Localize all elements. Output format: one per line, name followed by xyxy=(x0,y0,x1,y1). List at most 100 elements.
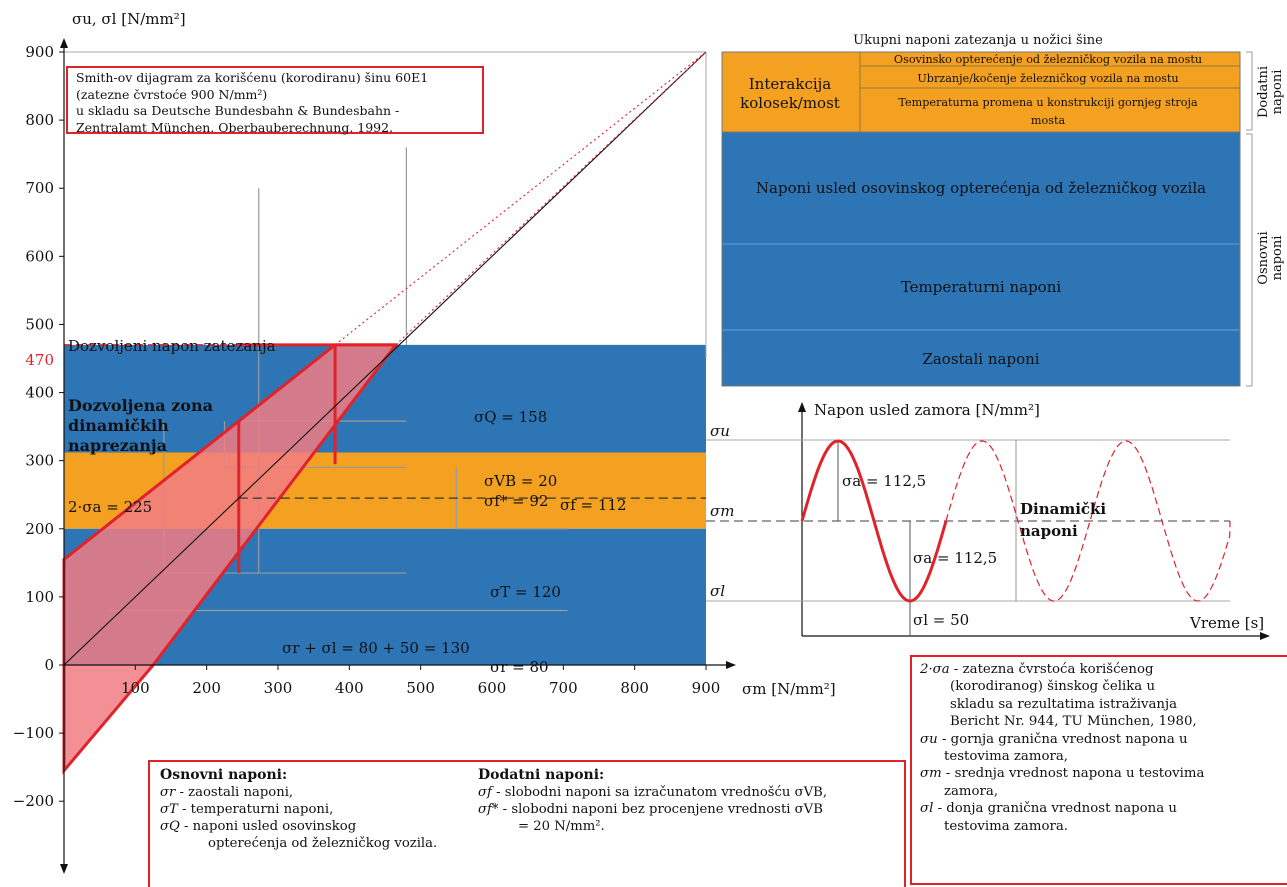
basic-item-4: opterećenja od železničkog vozila. xyxy=(208,836,438,851)
basic-heading: Osnovni naponi: xyxy=(160,767,288,783)
y-tick-label: 500 xyxy=(25,315,54,333)
wave-first-cycle xyxy=(800,439,948,603)
smith-note-line-3: u skladu sa Deutsche Bundesbahn & Bundes… xyxy=(76,103,400,118)
sigma-q-label: σQ = 158 xyxy=(474,408,547,426)
legend-text-5: - gornja granična vrednost napona u xyxy=(937,731,1188,747)
y-tick-470: 470 xyxy=(25,351,54,369)
dyn-label-1: Dinamički xyxy=(1020,500,1106,518)
y-axis-title: σu, σl [N/mm²] xyxy=(72,10,186,28)
y-tick-label: 300 xyxy=(25,452,54,470)
legend-line-8: zamora, xyxy=(944,783,999,799)
legend-line-1: 2·σa - zatezna čvrstoća korišćenog xyxy=(920,661,1282,678)
side-base-label-2: naponi xyxy=(1270,236,1285,281)
wave-dashed-continuation xyxy=(945,440,1231,602)
two-sigma-a-label: 2·σa = 225 xyxy=(68,498,152,516)
sigma-f-label: σf = 112 xyxy=(560,496,627,514)
stack-interaction-label-1: Interakcija xyxy=(749,75,832,93)
zone-label-3: naprezanja xyxy=(68,436,167,455)
legend-text-9: - donja granična vrednost napona u xyxy=(933,801,1177,817)
x-tick-label: 800 xyxy=(620,679,649,697)
extra-stresses-column: Dodatni naponi: σf - slobodni naponi sa … xyxy=(478,767,827,835)
x-tick-label: 700 xyxy=(549,679,578,697)
stack-interaction-block xyxy=(721,51,1241,133)
side-base-label-1: Osnovni xyxy=(1256,231,1271,284)
y-tick-label: 700 xyxy=(25,179,54,197)
extra-symbol-2: σf* xyxy=(478,802,499,817)
basic-text-1: - zaostali naponi, xyxy=(175,785,294,800)
legend-text-7: - srednja vrednost napona u testovima xyxy=(941,766,1205,782)
extra-heading: Dodatni naponi: xyxy=(478,767,605,783)
legend-symbol-sm: σm xyxy=(920,766,942,782)
symbol-legend-note: 2·σa - zatezna čvrstoća korišćenog (koro… xyxy=(910,655,1287,885)
legend-symbol-2sa: 2·σa xyxy=(920,662,950,677)
basic-symbol-1: σr xyxy=(160,785,176,800)
legend-symbol-sl: σl xyxy=(920,801,934,817)
smith-note-line-4: Zentralamt München. Oberbauberechnung. 1… xyxy=(76,119,394,135)
y-tick-label: 400 xyxy=(25,384,54,402)
sigma-vb-label: σVB = 20 xyxy=(484,472,557,490)
stress-types-note: Osnovni naponi: σr - zaostali naponi, σT… xyxy=(148,760,906,887)
y-tick-label: −200 xyxy=(13,792,54,810)
wave-x-arrow xyxy=(1260,632,1270,640)
extra-item-1: σf - slobodni naponi sa izračunatom vred… xyxy=(478,784,827,801)
y-axis-arrow-up xyxy=(60,38,68,48)
wave-title: Napon usled zamora [N/mm²] xyxy=(814,401,1040,419)
sm-label: σm xyxy=(710,502,734,520)
su-label: σu xyxy=(710,422,730,440)
side-add-label-1: Dodatni xyxy=(1256,66,1271,118)
legend-line-3: skladu sa rezultatima istraživanja xyxy=(950,696,1178,712)
sigma-r-label: σr = 80 xyxy=(490,658,549,676)
y-tick-label: 900 xyxy=(25,43,54,61)
stack-base-row-2: Temperaturni naponi xyxy=(901,278,1062,296)
sa-label-2: σa = 112,5 xyxy=(913,549,997,567)
stack-basic-block-bottom xyxy=(722,300,1240,386)
sigma-sum-label: σr + σl = 80 + 50 = 130 xyxy=(282,639,470,657)
smith-source-note: Smith-ov dijagram za korišćenu (korodira… xyxy=(66,66,484,135)
y-axis-arrow-down xyxy=(60,864,68,874)
legend-line-2: (korodiranog) šinskog čelika u xyxy=(950,679,1156,695)
sa-label-1: σa = 112,5 xyxy=(842,472,926,490)
stack-title: Ukupni naponi zatezanja u nožici šine xyxy=(853,33,1103,48)
side-add-label-2: naponi xyxy=(1270,70,1285,115)
legend-line-4: Bericht Nr. 944, TU München, 1980, xyxy=(950,714,1197,730)
extra-symbol-1: σf xyxy=(478,785,492,800)
stack-base-row-1: Naponi usled osovinskog opterećenja od ž… xyxy=(756,179,1206,197)
y-tick-label: 0 xyxy=(44,656,54,674)
stack-add-row-3b: mosta xyxy=(1031,114,1066,127)
legend-line-9: σl - donja granična vrednost napona u xyxy=(920,800,1282,817)
stack-interaction-label-2: kolosek/most xyxy=(740,94,840,112)
legend-line-10: testovima zamora. xyxy=(944,818,1068,834)
basic-stresses-column: Osnovni naponi: σr - zaostali naponi, σT… xyxy=(160,767,437,852)
dyn-label-2: naponi xyxy=(1020,522,1078,540)
sl-label: σl xyxy=(710,582,725,600)
x-tick-label: 100 xyxy=(121,679,150,697)
zone-label-2: dinamičkih xyxy=(68,416,169,435)
basic-item-3: σQ - naponi usled osovinskog xyxy=(160,818,437,835)
smith-chart: 900 800 700 600 500 400 300 200 100 0 −100 −200 100… xyxy=(13,10,836,874)
sigma-t-label: σT = 120 xyxy=(490,583,561,601)
stack-add-row-3a: Temperaturna promena u konstrukciji gorn… xyxy=(898,96,1198,109)
x-ticks: 100 200 300 400 500 600 700 800 900 xyxy=(121,665,720,697)
dotted-limit-line-2 xyxy=(395,51,707,346)
x-tick-label: 900 xyxy=(692,679,721,697)
basic-symbol-2: σT xyxy=(160,802,178,817)
stack-basic-block-lower xyxy=(722,244,1240,302)
basic-text-2: - temperaturni naponi, xyxy=(177,802,334,817)
smith-note-line-2: (zatezne čvrstoće 900 N/mm²) xyxy=(76,86,268,102)
extra-item-3: = 20 N/mm². xyxy=(518,819,605,834)
basic-symbol-3: σQ xyxy=(160,819,180,834)
x-tick-label: 600 xyxy=(478,679,507,697)
fatigue-wave-chart: Napon usled zamora [N/mm²] Vreme [s] σu … xyxy=(706,401,1270,640)
x-tick-label: 400 xyxy=(335,679,364,697)
y-ticks: 900 800 700 600 500 400 300 200 100 0 −100 −200 xyxy=(13,43,64,810)
sl-value-label: σl = 50 xyxy=(913,611,969,629)
stack-add-row-1: Osovinsko opterećenje od železničkog voz… xyxy=(894,53,1202,66)
x-axis-arrow xyxy=(726,661,736,669)
smith-note-line-1: Smith-ov dijagram za korišćenu (korodira… xyxy=(76,70,429,85)
extra-item-2: σf* - slobodni naponi bez procenjene vre… xyxy=(478,801,827,818)
x-tick-label: 200 xyxy=(192,679,221,697)
y-tick-label: −100 xyxy=(13,724,54,742)
x-tick-label: 300 xyxy=(264,679,293,697)
legend-line-5: σu - gornja granična vrednost napona u xyxy=(920,731,1282,748)
